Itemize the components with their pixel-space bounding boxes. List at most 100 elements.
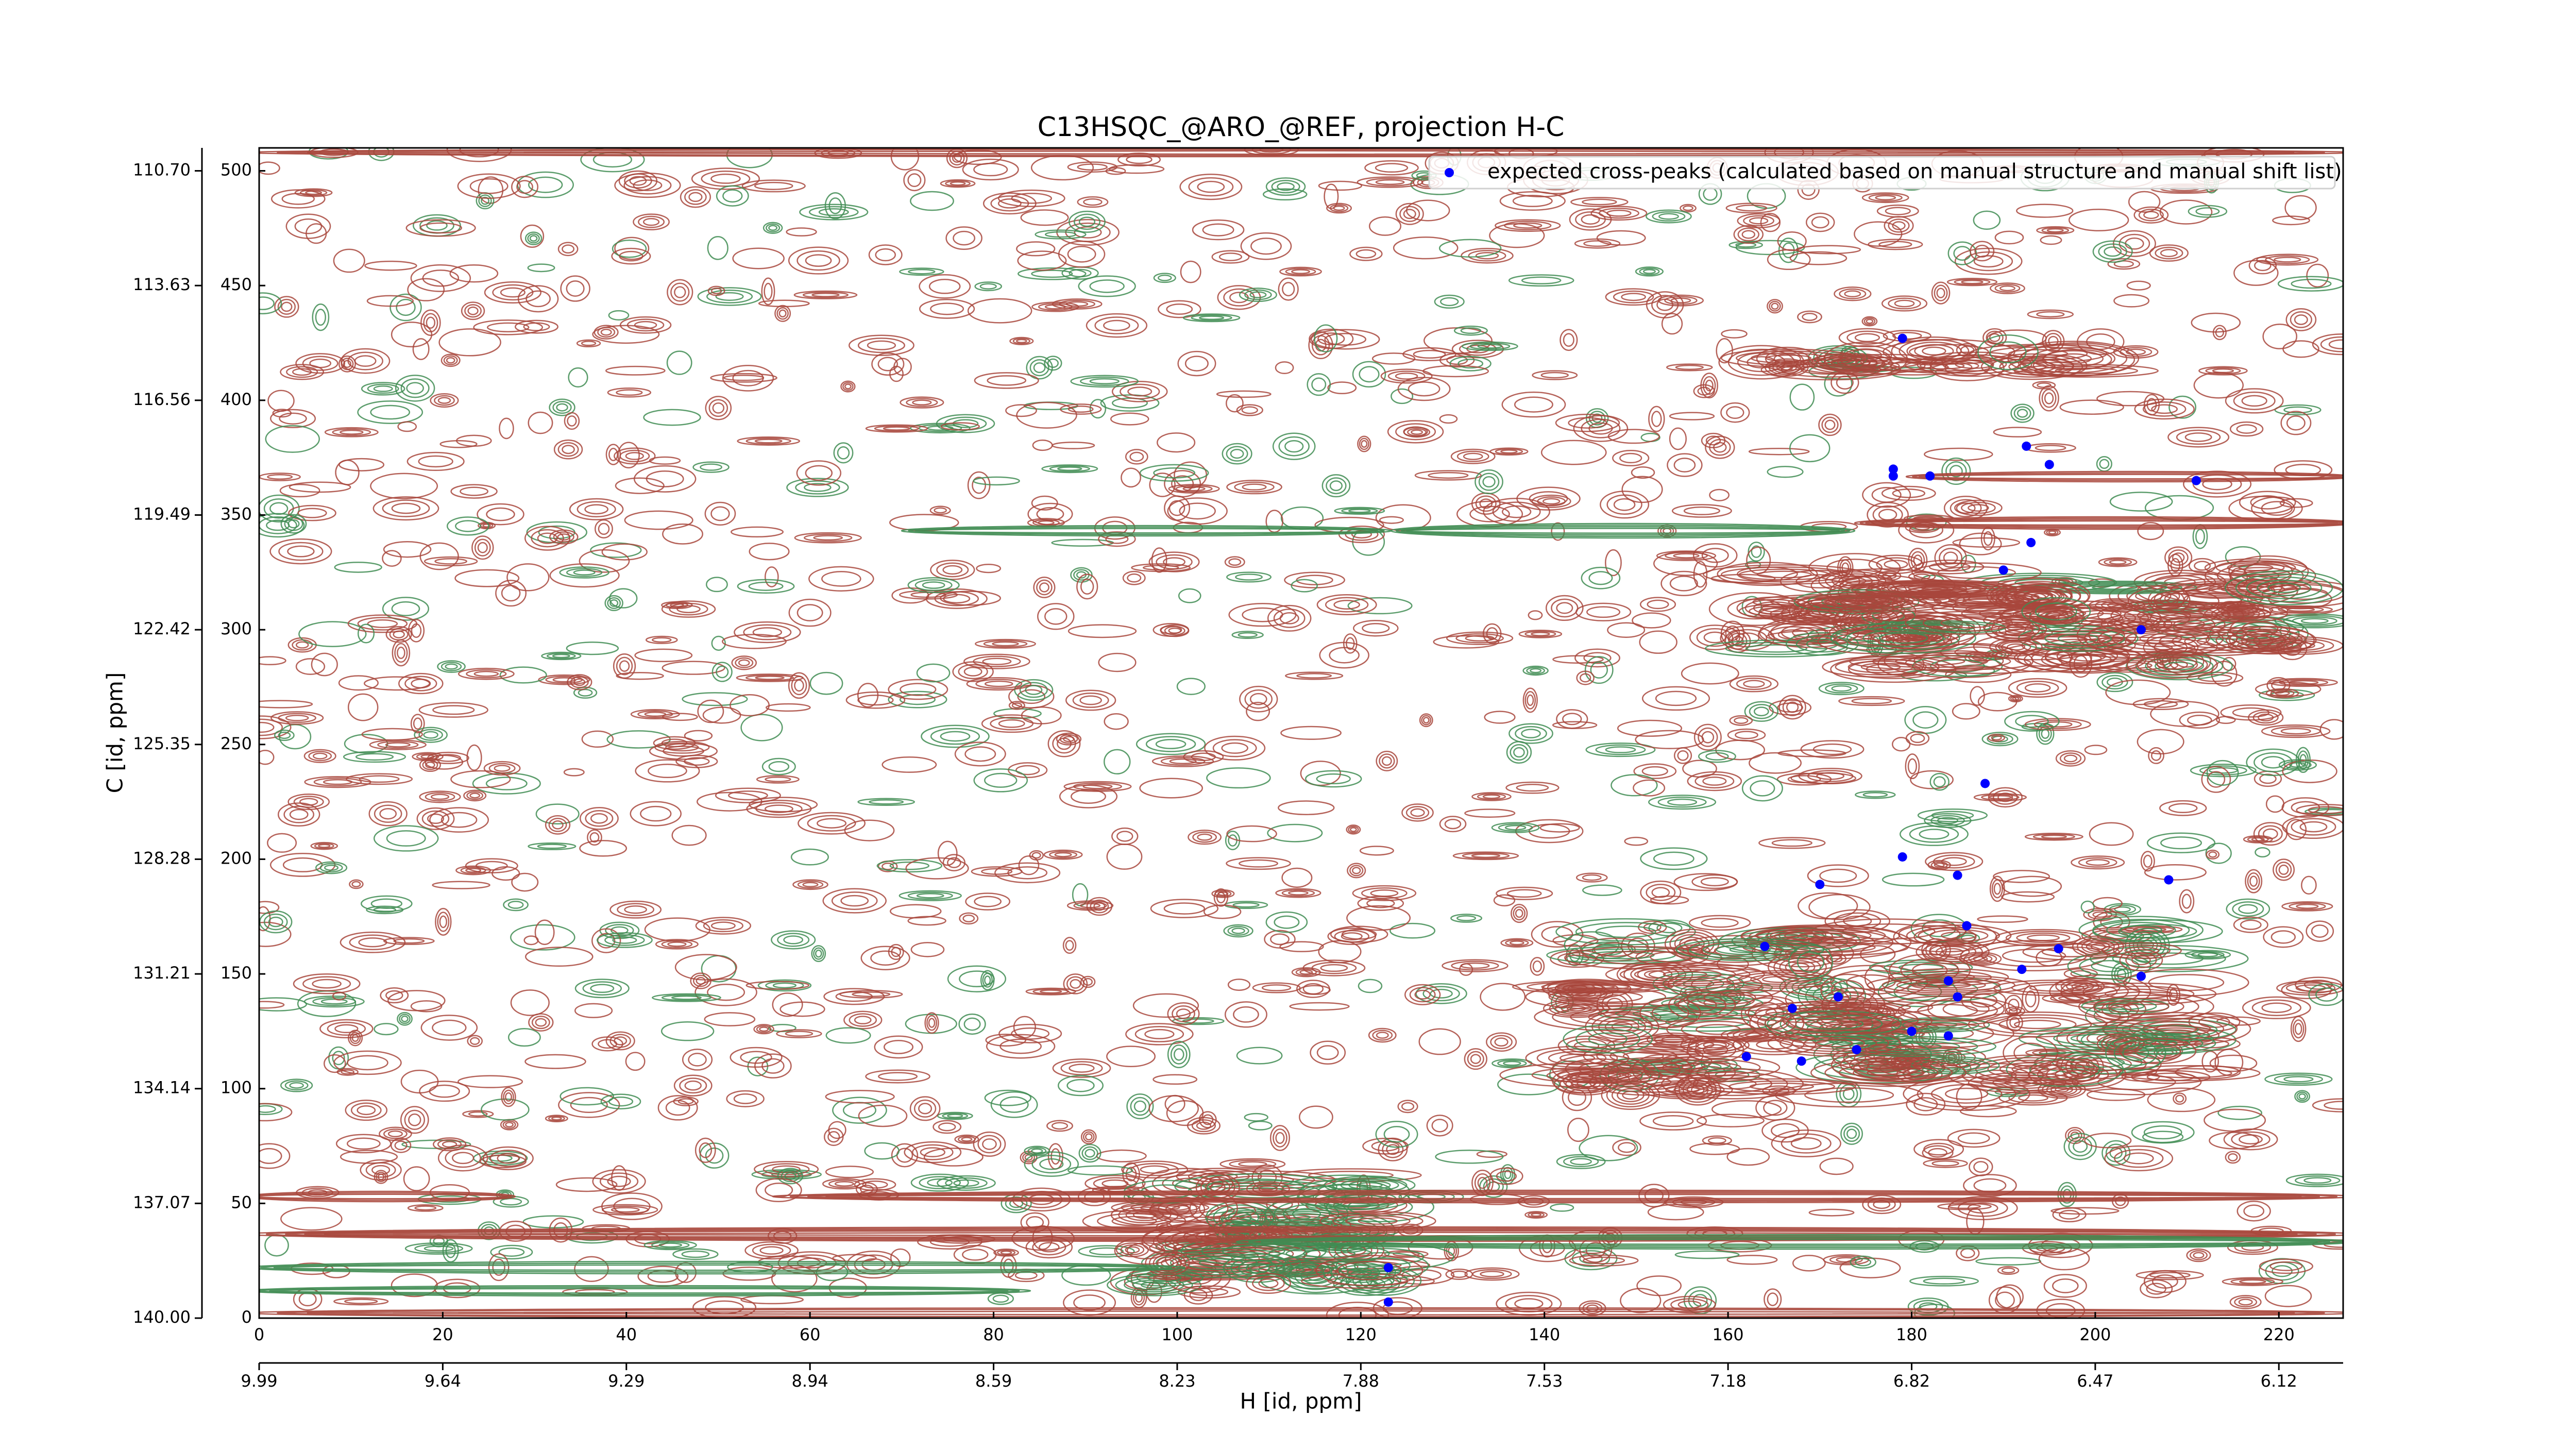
contour	[1673, 553, 1700, 559]
contour	[2270, 930, 2296, 944]
contour	[2010, 403, 2035, 423]
contour	[2082, 985, 2118, 998]
contour	[1500, 449, 1518, 454]
contour	[1688, 915, 1751, 931]
contour	[1326, 477, 1347, 495]
contour	[1581, 566, 1621, 589]
contour	[1867, 1068, 1910, 1077]
contour	[490, 1244, 533, 1260]
contour	[566, 642, 619, 655]
cross-peak	[1897, 333, 1907, 343]
x-tick-label: 0	[254, 1325, 264, 1344]
contour	[1116, 831, 1133, 842]
contour	[456, 434, 492, 447]
contour	[349, 879, 364, 889]
contour	[1895, 657, 1965, 666]
contour	[1051, 1122, 1069, 1130]
contour	[274, 729, 295, 741]
contour	[1798, 932, 1843, 939]
contour	[975, 679, 1023, 689]
contour	[899, 890, 962, 901]
contour	[1371, 352, 1416, 365]
contour	[1987, 1059, 2074, 1079]
contour	[267, 833, 297, 853]
contour	[1149, 1252, 1186, 1274]
contour	[2041, 389, 2057, 408]
contour	[1653, 851, 1694, 866]
contour	[1575, 1028, 1640, 1050]
contour	[1748, 542, 1765, 562]
contour	[2295, 747, 2311, 773]
contour	[835, 991, 873, 1002]
contour	[764, 282, 773, 300]
contour	[828, 197, 842, 214]
contour	[1395, 203, 1424, 225]
contour	[1515, 908, 1523, 918]
contour	[680, 186, 711, 208]
contour	[1867, 1040, 1960, 1053]
contour	[332, 428, 371, 436]
x2-tick-label: 6.12	[2261, 1371, 2297, 1391]
contour	[1650, 1010, 1704, 1017]
contour	[1490, 1035, 1513, 1049]
contour	[1549, 1000, 1604, 1017]
contour	[1867, 501, 1909, 528]
contour	[2181, 894, 2192, 909]
contour	[1044, 356, 1062, 371]
contour	[2155, 246, 2183, 260]
contour	[604, 595, 623, 612]
contour	[1968, 504, 1989, 512]
contour	[464, 304, 482, 318]
contour	[1789, 251, 1848, 265]
contour	[312, 303, 330, 331]
contour	[643, 409, 701, 426]
contour	[566, 280, 585, 297]
contour	[600, 1093, 641, 1109]
contour	[405, 219, 476, 237]
contour	[1127, 573, 1142, 583]
contour	[1862, 482, 1911, 508]
contour	[401, 1015, 409, 1022]
contour	[2269, 678, 2338, 687]
contour	[1611, 774, 1658, 797]
contour	[2097, 624, 2224, 653]
contour	[1627, 937, 1649, 954]
contour	[2308, 983, 2343, 1006]
contour	[2143, 1125, 2182, 1140]
contour	[418, 702, 488, 718]
contour	[1057, 737, 1072, 750]
contour	[752, 1243, 791, 1257]
contour	[1749, 605, 1800, 617]
contour	[1999, 285, 2015, 292]
contour	[308, 751, 332, 762]
legend-marker	[1445, 168, 1454, 177]
contour	[916, 663, 951, 683]
contour	[289, 808, 309, 820]
contour	[1590, 661, 1608, 679]
contour	[1726, 1255, 1778, 1265]
contour	[1516, 784, 1549, 792]
contour	[1909, 1240, 1940, 1253]
contour	[2068, 208, 2129, 232]
contour	[1241, 406, 1258, 414]
contour	[2273, 858, 2295, 881]
contour	[350, 1102, 382, 1118]
contour	[965, 892, 1011, 911]
contour	[473, 319, 544, 335]
contour	[2138, 1039, 2178, 1048]
contour	[338, 355, 356, 373]
contour	[854, 1016, 872, 1024]
contour	[907, 891, 953, 900]
contour	[1878, 632, 1928, 644]
contour	[842, 382, 854, 391]
contour	[1834, 287, 1872, 301]
contour	[357, 624, 375, 644]
contour	[1702, 1135, 1732, 1146]
contour	[1804, 1087, 1894, 1103]
contour	[333, 1297, 389, 1306]
contour	[1403, 209, 1416, 220]
contour	[1741, 775, 1783, 802]
contour	[564, 412, 580, 430]
contour	[506, 563, 550, 592]
contour	[2261, 756, 2285, 769]
